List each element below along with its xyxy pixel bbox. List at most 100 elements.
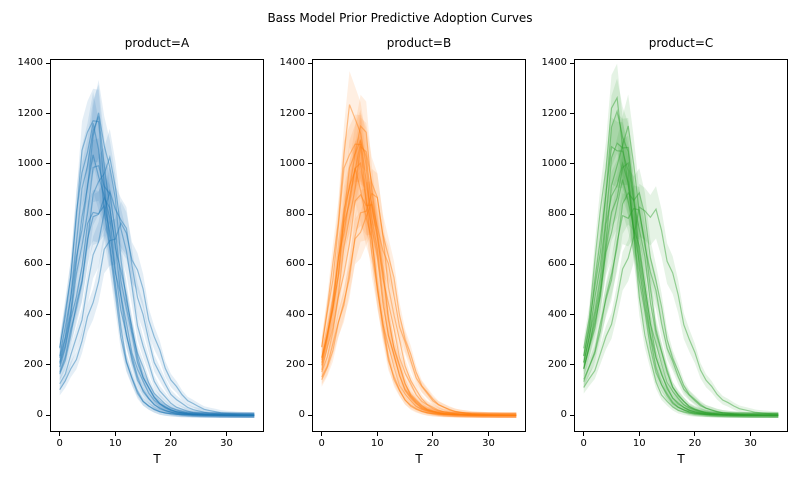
adoption-curve (583, 191, 779, 416)
x-tick-label: 0 (56, 438, 63, 449)
x-tick-mark (487, 432, 489, 436)
sample-band (59, 173, 255, 418)
y-tick-label: 0 (36, 409, 43, 421)
y-tick-mark (46, 414, 50, 416)
adoption-curve (321, 192, 517, 416)
x-tick-mark (376, 432, 378, 436)
y-tick-label: 200 (23, 358, 43, 370)
y-tick-label: 400 (23, 308, 43, 320)
adoption-curve (59, 116, 255, 416)
x-tick-label: 0 (318, 438, 325, 449)
adoption-curve (59, 154, 255, 416)
y-tick-label: 400 (547, 308, 567, 320)
y-tick-mark (46, 113, 50, 115)
y-tick-mark (308, 113, 312, 115)
y-tick-mark (46, 314, 50, 316)
subplot-product-b: product=B T 0 200 400 600 800 1000 1200 1400 0 10… (280, 36, 526, 466)
subplot-c-xlabel: T (677, 452, 685, 466)
x-tick-mark (225, 432, 227, 436)
sample-band (59, 201, 255, 418)
y-tick-mark (308, 263, 312, 265)
y-tick-mark (46, 163, 50, 165)
sample-band (321, 112, 517, 418)
y-tick-mark (46, 263, 50, 265)
y-tick-mark (570, 213, 574, 215)
y-tick-mark (46, 62, 50, 64)
subplot-product-a: product=A T 0 200 400 600 800 1000 1200 1400 0 10… (18, 36, 264, 466)
adoption-curve (59, 204, 255, 416)
adoption-curve (321, 140, 517, 416)
x-tick-label: 20 (164, 438, 178, 449)
sample-band (583, 135, 779, 418)
subplot-c-title: product=C (648, 36, 714, 50)
sample-band (583, 183, 779, 417)
adoption-curve (59, 120, 255, 416)
y-tick-label: 1200 (17, 107, 43, 119)
y-tick-label: 200 (285, 358, 305, 370)
sample-band (583, 94, 779, 418)
subplot-a-axes-frame (50, 59, 264, 432)
x-tick-label: 30 (744, 438, 757, 449)
adoption-curve (321, 161, 517, 416)
y-tick-mark (570, 314, 574, 316)
subplot-b-title: product=B (386, 36, 452, 50)
x-tick-mark (114, 432, 116, 436)
adoption-curve (321, 124, 517, 416)
adoption-curve (583, 125, 779, 416)
y-tick-mark (308, 213, 312, 215)
sample-band (321, 135, 517, 418)
y-tick-mark (570, 113, 574, 115)
x-tick-mark (59, 432, 61, 436)
adoption-curve (59, 123, 255, 416)
sample-band (59, 138, 255, 418)
adoption-curve (321, 139, 517, 416)
sample-band (321, 170, 517, 418)
subplot-a-title: product=A (124, 36, 190, 50)
x-tick-mark (638, 432, 640, 436)
sample-band (321, 109, 517, 418)
adoption-curve (583, 161, 779, 416)
sample-band (59, 182, 255, 418)
y-tick-mark (46, 364, 50, 366)
x-tick-label: 30 (220, 438, 233, 449)
y-tick-label: 1000 (17, 157, 43, 169)
adoption-curve (59, 196, 255, 416)
sample-band (59, 166, 255, 418)
y-tick-label: 800 (23, 208, 43, 220)
y-tick-label: 1200 (279, 107, 305, 119)
adoption-curve (59, 112, 255, 416)
sample-band (583, 113, 779, 418)
sample-band (59, 80, 255, 418)
y-tick-mark (46, 213, 50, 215)
y-tick-mark (308, 314, 312, 316)
adoption-curve (321, 193, 517, 416)
y-tick-label: 1400 (17, 57, 43, 69)
x-tick-label: 10 (108, 438, 122, 449)
adoption-curve (59, 189, 255, 416)
x-tick-label: 20 (688, 438, 702, 449)
y-tick-label: 400 (285, 308, 305, 320)
y-tick-label: 200 (547, 358, 567, 370)
curves-canvas-product=B (321, 71, 517, 418)
y-tick-mark (308, 163, 312, 165)
y-tick-label: 1400 (541, 57, 567, 69)
y-tick-mark (308, 364, 312, 366)
adoption-curve (59, 164, 255, 416)
x-tick-label: 0 (580, 438, 587, 449)
x-tick-label: 20 (426, 438, 440, 449)
subplot-a-xlabel: T (153, 452, 161, 466)
adoption-curve (583, 179, 779, 416)
x-tick-mark (321, 432, 323, 436)
adoption-curve (583, 145, 779, 416)
curves-canvas-product=A (59, 80, 255, 418)
y-tick-mark (570, 163, 574, 165)
sample-band (583, 153, 779, 418)
sample-band (321, 94, 517, 418)
adoption-curve (321, 104, 517, 416)
y-tick-label: 1000 (541, 157, 567, 169)
sample-band (583, 135, 779, 418)
x-tick-label: 30 (482, 438, 495, 449)
adoption-curve (583, 109, 779, 416)
y-tick-label: 0 (298, 409, 305, 421)
x-tick-mark (170, 432, 172, 436)
